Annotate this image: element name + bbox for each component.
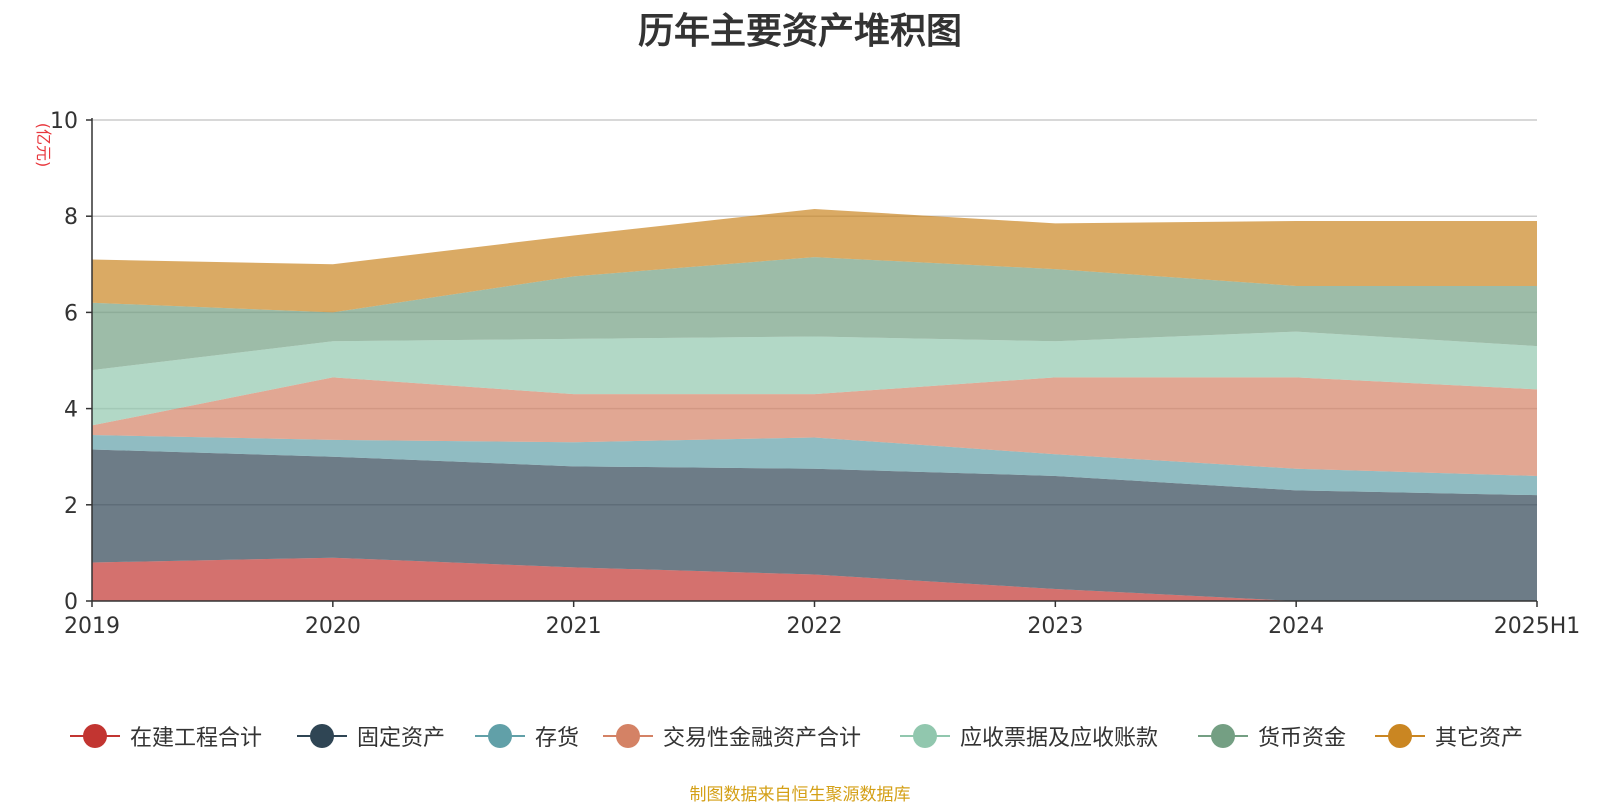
legend-label: 货币资金	[1258, 726, 1347, 751]
area-2	[92, 449, 1537, 601]
y-tick-label: 4	[64, 398, 78, 423]
legend-item[interactable]: 其它资产	[1375, 718, 1523, 754]
area-series	[92, 208, 1537, 601]
y-axis-label: (亿元)	[34, 123, 53, 168]
legend-label: 固定资产	[357, 726, 446, 751]
legend-label: 其它资产	[1435, 726, 1524, 751]
legend: 在建工程合计 固定资产 存货 交易性金融资产合计 应收票据及应收账款 货币资金 其它资产	[0, 718, 1600, 754]
legend-item[interactable]: 在建工程合计	[70, 718, 262, 754]
x-tick-label: 2023	[1027, 614, 1083, 639]
chart-title: 历年主要资产堆积图	[637, 11, 962, 52]
legend-marker-icon	[70, 718, 120, 754]
x-tick-label: 2019	[64, 614, 120, 639]
legend-item[interactable]: 货币资金	[1198, 718, 1346, 754]
legend-label: 在建工程合计	[130, 726, 263, 751]
legend-marker-icon	[1375, 718, 1425, 754]
area-3	[92, 435, 1537, 496]
legend-marker-icon	[900, 718, 950, 754]
legend-label: 交易性金融资产合计	[663, 726, 862, 751]
y-tick-label: 8	[64, 205, 78, 230]
legend-item[interactable]: 应收票据及应收账款	[900, 718, 1158, 754]
x-tick-label: 2025H1	[1494, 614, 1581, 639]
x-tick-label: 2024	[1268, 614, 1324, 639]
legend-marker-icon	[603, 718, 653, 754]
legend-item[interactable]: 存货	[475, 718, 579, 754]
x-tick-label: 2021	[546, 614, 602, 639]
x-tick-label: 2020	[305, 614, 361, 639]
area-6	[92, 257, 1537, 371]
legend-marker-icon	[1198, 718, 1248, 754]
stacked-area-chart: 0 2 4 6 8 10 2019 2020 2021 2022 2023 2024 2025H1 (亿…	[34, 109, 1580, 639]
y-tick-label: 0	[64, 590, 78, 615]
area-7	[92, 208, 1537, 313]
footer-note: 制图数据来自恒生聚源数据库	[689, 785, 911, 805]
y-tick-label: 10	[50, 109, 78, 134]
legend-marker-icon	[475, 718, 525, 754]
legend-item[interactable]: 固定资产	[297, 718, 445, 754]
axes: 0 2 4 6 8 10 2019 2020 2021 2022 2023 2024 2025H1	[50, 109, 1580, 639]
y-tick-label: 6	[64, 301, 78, 326]
area-4	[92, 377, 1537, 476]
x-tick-label: 2022	[787, 614, 843, 639]
area-5	[92, 331, 1537, 426]
y-tick-label: 2	[64, 494, 78, 519]
legend-marker-icon	[297, 718, 347, 754]
legend-label: 存货	[535, 726, 580, 751]
area-1	[92, 557, 1537, 601]
legend-item[interactable]: 交易性金融资产合计	[603, 718, 861, 754]
legend-label: 应收票据及应收账款	[960, 726, 1159, 751]
